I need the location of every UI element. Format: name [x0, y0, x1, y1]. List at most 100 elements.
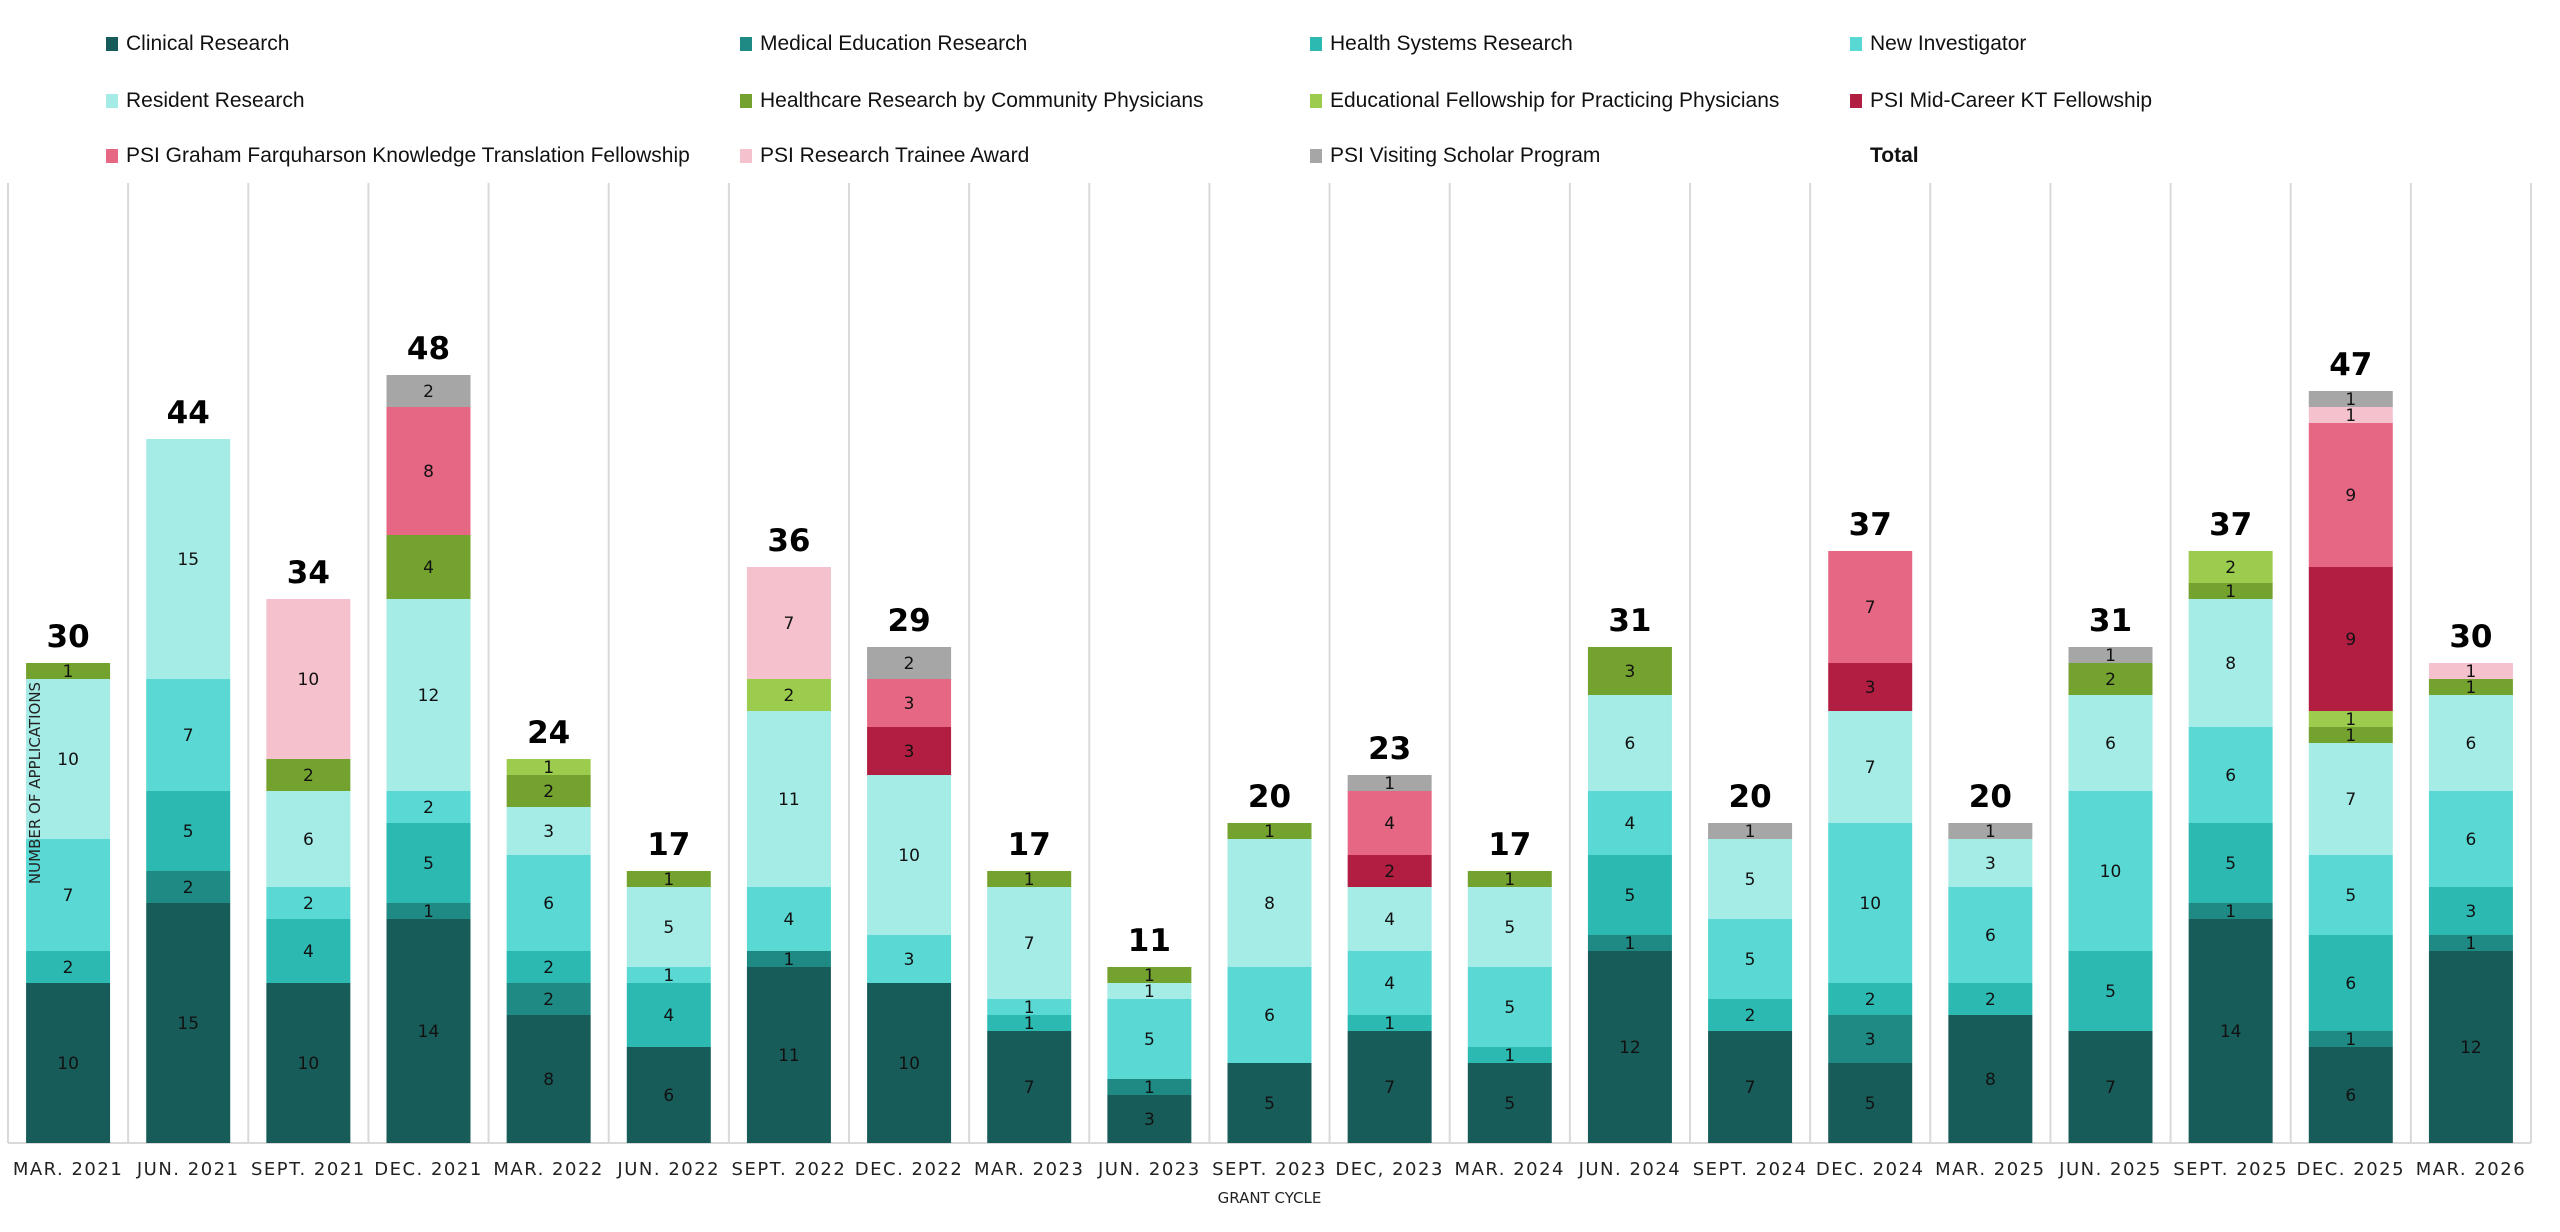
segment-value-label: 4 — [1384, 910, 1395, 930]
segment-value-label: 2 — [1745, 1006, 1756, 1026]
bar-segment — [1828, 1063, 1913, 1143]
bar-segment — [1347, 1015, 1432, 1031]
segment-value-label: 3 — [904, 742, 915, 762]
segment-value-label: 10 — [57, 750, 79, 770]
bar-segment — [266, 919, 351, 983]
segment-value-label: 12 — [2460, 1038, 2482, 1058]
legend-swatch — [1310, 94, 1322, 108]
bar-segment — [1708, 839, 1793, 919]
segment-value-label: 1 — [1024, 998, 1035, 1018]
segment-value-label: 2 — [1384, 862, 1395, 882]
segment-value-label: 4 — [423, 558, 434, 578]
segment-value-label: 10 — [2100, 862, 2122, 882]
bar-segment — [987, 999, 1072, 1015]
bar-segment — [746, 567, 831, 679]
segment-value-label: 7 — [2345, 790, 2356, 810]
segment-value-label: 6 — [1985, 926, 1996, 946]
legend-item: Healthcare Research by Community Physici… — [740, 89, 1204, 113]
segment-value-label: 15 — [177, 1014, 199, 1034]
bar-segment — [2188, 903, 2273, 919]
segment-value-label: 1 — [1024, 870, 1035, 890]
legend-item: Clinical Research — [106, 32, 289, 56]
bar-segment — [1828, 823, 1913, 983]
x-tick-label: DEC. 2025 — [2297, 1159, 2406, 1180]
segment-value-label: 5 — [1504, 998, 1515, 1018]
bar-segment — [266, 791, 351, 887]
segment-value-label: 4 — [1384, 974, 1395, 994]
bar-segment — [987, 1015, 1072, 1031]
legend-item: PSI Mid-Career KT Fellowship — [1850, 89, 2152, 113]
bar-segment — [2068, 647, 2153, 663]
bar-segment — [1347, 775, 1432, 791]
legend-item: Resident Research — [106, 89, 305, 113]
segment-value-label: 6 — [2345, 1086, 2356, 1106]
segment-value-label: 2 — [543, 958, 554, 978]
x-axis-title: GRANT CYCLE — [1218, 1189, 1322, 1207]
segment-value-label: 3 — [1625, 662, 1636, 682]
total-label: 30 — [2449, 619, 2492, 655]
bar-segment — [1347, 951, 1432, 1015]
segment-value-label: 1 — [784, 950, 795, 970]
segment-value-label: 6 — [303, 830, 314, 850]
total-label: 31 — [1608, 603, 1651, 639]
segment-value-label: 1 — [1264, 822, 1275, 842]
segment-value-label: 1 — [543, 758, 554, 778]
bar-segment — [2188, 583, 2273, 599]
bar-segment — [386, 791, 471, 823]
total-label: 11 — [1128, 923, 1171, 959]
segment-value-label: 5 — [1264, 1094, 1275, 1114]
bar-segment — [506, 951, 591, 983]
segment-value-label: 5 — [1865, 1094, 1876, 1114]
x-tick-label: MAR. 2025 — [1935, 1159, 2045, 1180]
segment-value-label: 14 — [2220, 1022, 2242, 1042]
legend-label: Health Systems Research — [1330, 32, 1573, 55]
segment-value-label: 7 — [1384, 1078, 1395, 1098]
bar-segment — [1587, 855, 1672, 935]
segment-value-label: 15 — [177, 550, 199, 570]
bar-segment — [2188, 727, 2273, 823]
legend-swatch — [1310, 149, 1322, 163]
bar-segment — [1948, 1015, 2033, 1143]
segment-value-label: 2 — [63, 958, 74, 978]
segment-value-label: 3 — [1865, 678, 1876, 698]
bar-segment — [1708, 919, 1793, 999]
legend-swatch — [106, 94, 118, 108]
segment-value-label: 11 — [778, 790, 800, 810]
bar-segment — [746, 887, 831, 951]
bar-segment — [2428, 791, 2513, 887]
segment-value-label: 5 — [1504, 1094, 1515, 1114]
bar-segment — [2068, 1031, 2153, 1143]
x-tick-label: JUN. 2021 — [136, 1159, 240, 1180]
bar-segment — [1347, 887, 1432, 951]
segment-value-label: 2 — [1865, 990, 1876, 1010]
total-label: 37 — [2209, 507, 2252, 543]
segment-value-label: 6 — [2225, 766, 2236, 786]
segment-value-label: 1 — [2225, 902, 2236, 922]
segment-value-label: 7 — [1745, 1078, 1756, 1098]
bar-segment — [506, 855, 591, 951]
segment-value-label: 3 — [1985, 854, 1996, 874]
segment-value-label: 1 — [1384, 1014, 1395, 1034]
segment-value-label: 2 — [784, 686, 795, 706]
x-tick-label: JUN. 2022 — [616, 1159, 720, 1180]
segment-value-label: 1 — [2466, 934, 2477, 954]
bar-segment — [26, 679, 111, 839]
segment-value-label: 10 — [298, 670, 320, 690]
segment-value-label: 1 — [2345, 710, 2356, 730]
segment-value-label: 7 — [1024, 934, 1035, 954]
legend-item: Educational Fellowship for Practicing Ph… — [1310, 89, 1779, 113]
total-label: 17 — [1008, 827, 1051, 863]
segment-value-label: 7 — [2105, 1078, 2116, 1098]
segment-value-label: 1 — [1625, 934, 1636, 954]
segment-value-label: 1 — [2466, 662, 2477, 682]
bar-segment — [2428, 887, 2513, 935]
bar-segment — [386, 823, 471, 903]
segment-value-label: 6 — [1264, 1006, 1275, 1026]
total-label: 17 — [1488, 827, 1531, 863]
total-label: 29 — [888, 603, 931, 639]
bar-segment — [987, 887, 1072, 999]
bar-segment — [2188, 823, 2273, 903]
legend-swatch — [740, 37, 752, 51]
segment-value-label: 5 — [663, 918, 674, 938]
total-label: 24 — [527, 715, 570, 751]
